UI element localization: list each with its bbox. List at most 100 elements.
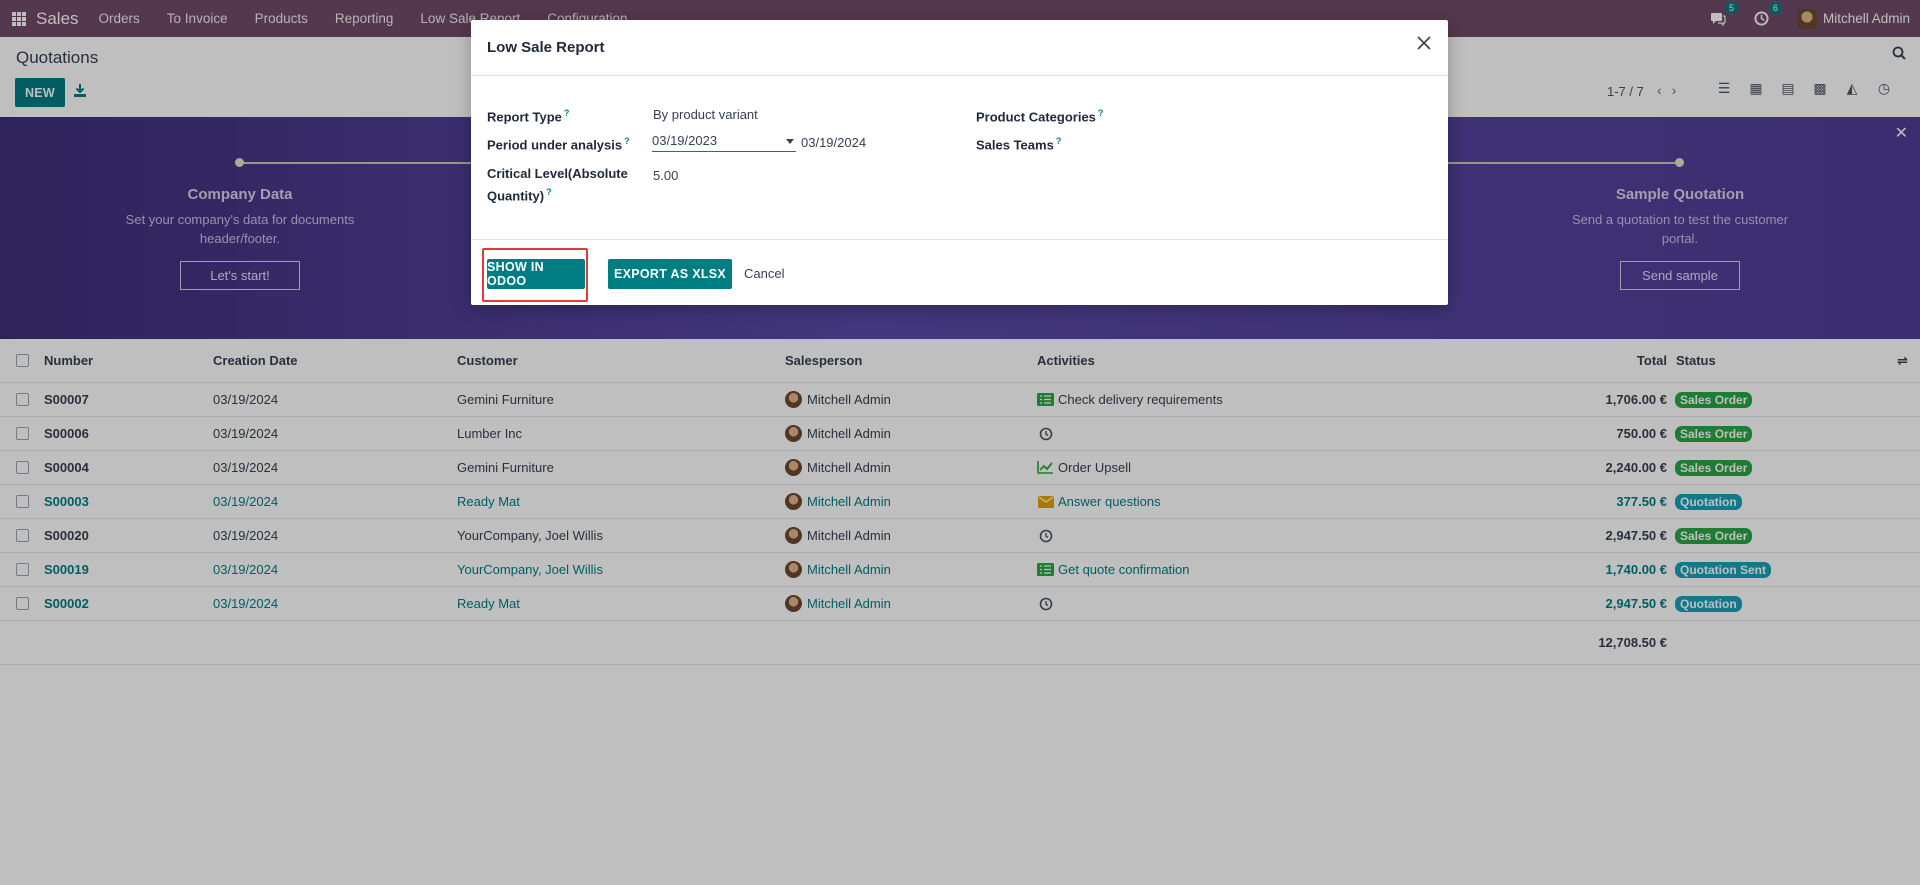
messages-icon[interactable]: 5 <box>1709 1 1737 28</box>
pager-next-icon[interactable]: › <box>1671 82 1687 98</box>
send-sample-button[interactable]: Send sample <box>1620 261 1740 290</box>
row-checkbox[interactable] <box>16 529 29 542</box>
search-icon[interactable] <box>1892 46 1906 60</box>
download-icon[interactable] <box>74 84 86 100</box>
dialog-title: Low Sale Report <box>487 39 605 56</box>
table-row[interactable]: S00007 03/19/2024 Gemini Furniture Mitch… <box>0 383 1920 417</box>
new-button[interactable]: NEW <box>15 78 65 107</box>
calendar-view-icon[interactable]: ▤ <box>1781 79 1795 96</box>
activities-clock-icon[interactable]: 6 <box>1753 1 1781 28</box>
task-list-icon[interactable] <box>1037 393 1054 407</box>
period-from-input[interactable]: 03/19/2023 <box>652 130 796 152</box>
menu-products[interactable]: Products <box>254 11 308 26</box>
envelope-icon[interactable] <box>1037 495 1054 509</box>
activity-view-icon[interactable]: ◷ <box>1877 79 1891 96</box>
pager-value[interactable]: 1-7 / 7 <box>1607 84 1644 99</box>
kanban-view-icon[interactable]: ▦ <box>1749 79 1763 96</box>
user-avatar <box>1796 8 1817 29</box>
cell-activity[interactable]: Get quote confirmation <box>1058 562 1190 577</box>
cell-activity[interactable]: Check delivery requirements <box>1058 392 1223 407</box>
list-header: Number Creation Date Customer Salesperso… <box>0 339 1920 383</box>
clock-icon[interactable] <box>1037 529 1054 543</box>
user-name: Mitchell Admin <box>1822 11 1910 26</box>
show-in-odoo-button[interactable]: SHOW IN ODOO <box>487 259 585 289</box>
chart-line-icon[interactable] <box>1037 461 1054 475</box>
row-checkbox[interactable] <box>16 393 29 406</box>
close-icon[interactable] <box>1416 35 1434 53</box>
user-menu[interactable]: Mitchell Admin <box>1796 8 1910 29</box>
col-activities[interactable]: Activities <box>1037 353 1095 368</box>
row-checkbox[interactable] <box>16 597 29 610</box>
row-checkbox[interactable] <box>16 495 29 508</box>
dialog-header: Low Sale Report <box>471 20 1448 76</box>
table-row[interactable]: S00003 03/19/2024 Ready Mat Mitchell Adm… <box>0 485 1920 519</box>
table-row[interactable]: S00006 03/19/2024 Lumber Inc Mitchell Ad… <box>0 417 1920 451</box>
period-to-input[interactable]: 03/19/2024 <box>801 135 867 150</box>
task-list-icon[interactable] <box>1037 563 1054 577</box>
report-type-label: Report Type? <box>487 108 570 125</box>
dialog-footer: SHOW IN ODOO EXPORT AS XLSX Cancel <box>471 240 1448 304</box>
table-row[interactable]: S00020 03/19/2024 YourCompany, Joel Will… <box>0 519 1920 553</box>
app-brand[interactable]: Sales <box>36 8 79 28</box>
col-number[interactable]: Number <box>44 353 94 368</box>
critical-level-input[interactable]: 5.00 <box>653 168 679 183</box>
menu-to-invoice[interactable]: To Invoice <box>166 11 228 26</box>
cell-customer: Ready Mat <box>457 494 520 509</box>
pager-prev-icon[interactable]: ‹ <box>1657 82 1672 98</box>
row-checkbox[interactable] <box>16 427 29 440</box>
cell-customer: Lumber Inc <box>457 426 523 441</box>
cell-number: S00019 <box>44 562 89 577</box>
list-view-icon[interactable]: ☰ <box>1717 79 1731 96</box>
status-badge: Quotation <box>1675 595 1742 612</box>
cell-date: 03/19/2024 <box>213 460 279 475</box>
pager-arrows: ‹› <box>1657 82 1686 98</box>
optional-columns-icon[interactable]: ⇌ <box>1897 353 1908 368</box>
page-title: Quotations <box>16 48 99 67</box>
cell-salesperson: Mitchell Admin <box>807 460 891 475</box>
table-row[interactable]: S00019 03/19/2024 YourCompany, Joel Will… <box>0 553 1920 587</box>
cell-activity[interactable]: Order Upsell <box>1058 460 1131 475</box>
chevron-down-icon[interactable] <box>786 139 794 144</box>
col-creation-date[interactable]: Creation Date <box>213 353 298 368</box>
cell-total: 2,240.00 € <box>1605 460 1667 475</box>
sales-teams-label: Sales Teams? <box>976 136 1062 153</box>
row-checkbox[interactable] <box>16 461 29 474</box>
graph-view-icon[interactable]: ◭ <box>1846 79 1858 96</box>
clock-icon[interactable] <box>1037 427 1054 441</box>
banner-close-icon[interactable]: ✕ <box>1894 125 1908 142</box>
cell-salesperson: Mitchell Admin <box>807 596 891 611</box>
menu-reporting[interactable]: Reporting <box>334 11 394 26</box>
cell-salesperson: Mitchell Admin <box>807 528 891 543</box>
low-sale-report-dialog: Low Sale Report Report Type? By product … <box>471 20 1448 305</box>
cancel-button[interactable]: Cancel <box>744 266 785 281</box>
report-type-field[interactable]: By product variant <box>653 107 758 122</box>
list-footer-total: 12,708.50 € <box>0 621 1920 665</box>
cell-total: 377.50 € <box>1616 494 1667 509</box>
row-checkbox[interactable] <box>16 563 29 576</box>
cell-activity[interactable]: Answer questions <box>1058 494 1161 509</box>
menu-orders[interactable]: Orders <box>98 11 140 26</box>
col-customer[interactable]: Customer <box>457 353 518 368</box>
cell-number: S00020 <box>44 528 89 543</box>
table-row[interactable]: S00004 03/19/2024 Gemini Furniture Mitch… <box>0 451 1920 485</box>
col-salesperson[interactable]: Salesperson <box>785 353 863 368</box>
step-desc-company: Set your company's data for documents he… <box>125 212 355 246</box>
table-row[interactable]: S00002 03/19/2024 Ready Mat Mitchell Adm… <box>0 587 1920 621</box>
col-status[interactable]: Status <box>1676 353 1716 368</box>
product-categories-label: Product Categories? <box>976 108 1104 125</box>
select-all-checkbox[interactable] <box>16 354 29 367</box>
lets-start-button[interactable]: Let's start! <box>180 261 300 290</box>
step-desc-sample: Send a quotation to test the customer po… <box>1571 212 1789 246</box>
cell-customer: Gemini Furniture <box>457 460 554 475</box>
cell-total: 1,706.00 € <box>1605 392 1667 407</box>
clock-icon[interactable] <box>1037 597 1054 611</box>
view-switcher: ☰ ▦ ▤ ▩ ◭ ◷ <box>1716 80 1892 96</box>
step-title-sample: Sample Quotation <box>1615 186 1745 203</box>
step-title-company: Company Data <box>187 186 293 203</box>
quotations-list: Number Creation Date Customer Salesperso… <box>0 339 1920 665</box>
pivot-view-icon[interactable]: ▩ <box>1813 79 1827 96</box>
col-total[interactable]: Total <box>1636 353 1667 368</box>
critical-level-label: Critical Level(Absolute Quantity)? <box>487 166 628 204</box>
apps-grid-icon[interactable] <box>12 11 26 26</box>
export-xlsx-button[interactable]: EXPORT AS XLSX <box>608 259 732 289</box>
